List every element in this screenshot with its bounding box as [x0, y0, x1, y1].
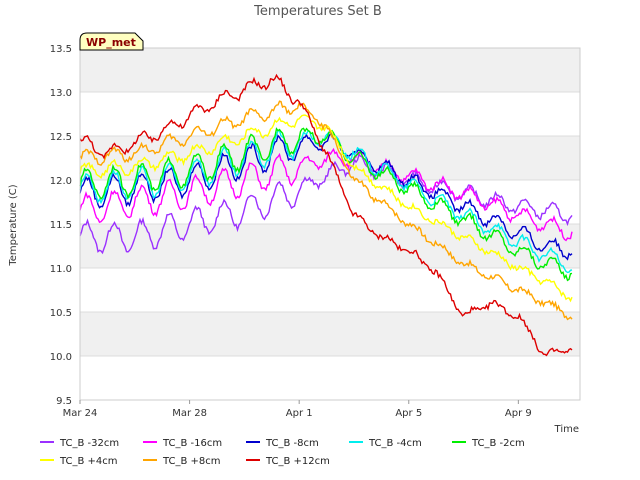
series-line: [79, 100, 573, 321]
series-group: [79, 73, 573, 357]
x-tick-label: Apr 5: [395, 408, 422, 419]
legend-label: TC_B -4cm: [368, 438, 422, 449]
y-tick-label: 10.5: [50, 308, 72, 319]
plot-band: [80, 268, 580, 312]
plot-band: [80, 180, 580, 224]
series-line: [79, 114, 573, 303]
x-tick-labels: Mar 24 Mar 28 Apr 1 Apr 5 Apr 9: [63, 400, 532, 419]
y-tick-label: 12.5: [50, 132, 72, 143]
plot-band: [80, 356, 580, 400]
axes: [79, 47, 581, 401]
y-tick-label: 13.0: [50, 88, 72, 99]
x-axis-label: Time: [554, 424, 579, 435]
series-line: [79, 127, 573, 282]
y-tick-label: 11.0: [50, 264, 72, 275]
plot-band: [80, 312, 580, 356]
legend-label: TC_B +12cm: [265, 456, 330, 467]
x-tick-label: Apr 9: [505, 408, 532, 419]
legend-label: TC_B -16cm: [162, 438, 222, 449]
series-line: [79, 73, 573, 357]
y-tick-label: 13.5: [50, 44, 72, 55]
series-line: [79, 153, 573, 255]
wp-met-badge: WP_met: [79, 32, 144, 51]
y-tick-label: 9.5: [56, 396, 72, 407]
plot-frame: [79, 47, 581, 401]
y-axis-label: Temperature (C): [8, 184, 19, 266]
legend-label: TC_B -8cm: [265, 438, 319, 449]
y-tick-label: 10.0: [50, 352, 72, 363]
series-line: [79, 132, 573, 261]
legend-label: TC_B +8cm: [162, 456, 221, 467]
y-tick-label: 11.5: [50, 220, 72, 231]
badge-label: WP_met: [86, 36, 136, 49]
legend-label: TC_B -32cm: [59, 438, 119, 449]
series-line: [79, 129, 573, 274]
badge-shape: [79, 32, 144, 51]
y-tick-labels: 9.5 10.0 10.5 11.0 11.5 12.0 12.5 13.0 13.5: [50, 44, 72, 407]
x-tick-label: Mar 28: [172, 408, 207, 419]
legend-label: TC_B +4cm: [59, 456, 118, 467]
series-line: [79, 147, 573, 242]
x-tick-label: Apr 1: [286, 408, 313, 419]
legend: TC_B -32cm TC_B -16cm TC_B -8cm TC_B -4cm TC…: [40, 438, 525, 467]
chart-title: Temperatures Set B: [253, 4, 382, 19]
legend-label: TC_B -2cm: [471, 438, 525, 449]
y-tick-label: 12.0: [50, 176, 72, 187]
x-tick-label: Mar 24: [63, 408, 98, 419]
plot-band: [80, 48, 580, 92]
